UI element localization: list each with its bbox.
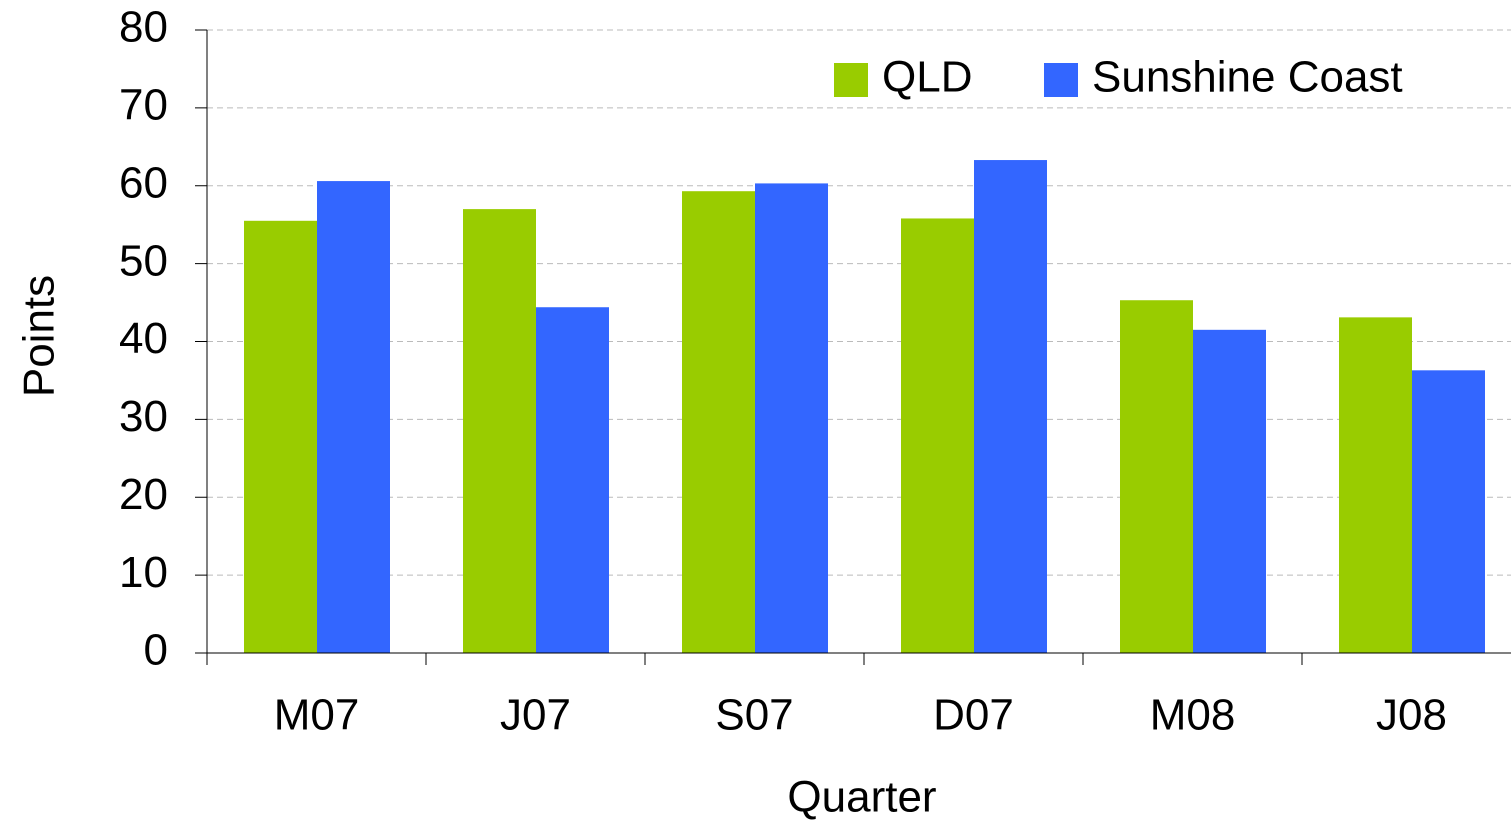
bar — [244, 220, 317, 653]
y-tick-label: 80 — [119, 3, 168, 52]
x-tick-label: S07 — [715, 691, 793, 740]
bar — [1120, 300, 1193, 653]
x-tick-label: J08 — [1376, 691, 1447, 740]
x-tick-label: M07 — [274, 691, 360, 740]
bar — [463, 209, 536, 654]
y-tick-label: 60 — [119, 158, 168, 207]
y-axis-title: Points — [15, 275, 64, 397]
legend-swatch — [1044, 63, 1078, 97]
x-tick-label: J07 — [500, 691, 571, 740]
bar — [974, 160, 1047, 653]
y-tick-label: 20 — [119, 470, 168, 519]
bar — [536, 307, 609, 653]
x-tick-label: D07 — [933, 691, 1014, 740]
y-tick-label: 0 — [144, 626, 168, 675]
y-tick-label: 30 — [119, 392, 168, 441]
legend-label: Sunshine Coast — [1092, 53, 1403, 102]
y-tick-label: 70 — [119, 81, 168, 130]
bar — [1193, 329, 1266, 653]
bar — [1339, 317, 1412, 653]
bar — [755, 183, 828, 653]
bar — [1412, 370, 1485, 653]
legend-swatch — [834, 63, 868, 97]
y-tick-label: 10 — [119, 548, 168, 597]
x-axis-title: Quarter — [787, 773, 936, 820]
bar — [901, 218, 974, 653]
legend-label: QLD — [882, 53, 972, 102]
x-tick-label: M08 — [1150, 691, 1236, 740]
y-tick-label: 50 — [119, 236, 168, 285]
y-tick-label: 40 — [119, 314, 168, 363]
bar — [317, 181, 390, 653]
bar — [682, 191, 755, 654]
